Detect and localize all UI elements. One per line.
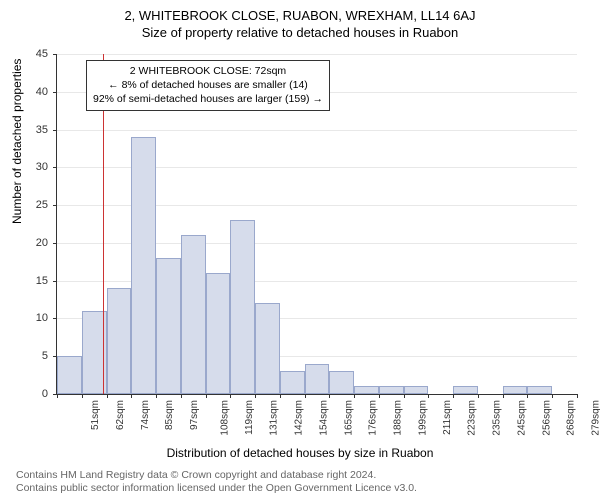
histogram-bar [503, 386, 528, 394]
xtick-label: 235sqm [492, 400, 503, 436]
title-sub: Size of property relative to detached ho… [0, 23, 600, 40]
xtick-mark [552, 394, 553, 398]
annotation-line-2: ← 8% of detached houses are smaller (14) [93, 78, 323, 92]
gridline [57, 130, 577, 131]
xtick-mark [57, 394, 58, 398]
ytick-mark [53, 54, 57, 55]
xtick-mark [354, 394, 355, 398]
histogram-bar [305, 364, 330, 394]
annotation-box: 2 WHITEBROOK CLOSE: 72sqm ← 8% of detach… [86, 60, 330, 111]
xtick-mark [329, 394, 330, 398]
xtick-mark [379, 394, 380, 398]
histogram-bar [255, 303, 280, 394]
xtick-mark [478, 394, 479, 398]
histogram-bar [404, 386, 429, 394]
xtick-mark [156, 394, 157, 398]
xtick-mark [107, 394, 108, 398]
xtick-label: 279sqm [591, 400, 600, 436]
ytick-label: 0 [24, 388, 48, 400]
xtick-mark [82, 394, 83, 398]
histogram-bar [230, 220, 255, 394]
ytick-mark [53, 167, 57, 168]
footer-attribution: Contains HM Land Registry data © Crown c… [16, 469, 417, 496]
xtick-label: 199sqm [417, 400, 428, 436]
footer-line-2: Contains public sector information licen… [16, 482, 417, 496]
xtick-mark [503, 394, 504, 398]
histogram-bar [329, 371, 354, 394]
ytick-label: 45 [24, 48, 48, 60]
histogram-bar [527, 386, 552, 394]
xtick-label: 211sqm [442, 400, 453, 435]
xtick-label: 176sqm [368, 400, 379, 436]
histogram-bar [107, 288, 132, 394]
histogram-bar [206, 273, 231, 394]
annotation-line-1: 2 WHITEBROOK CLOSE: 72sqm [93, 64, 323, 78]
y-axis-label: Number of detached properties [10, 59, 24, 224]
title-main: 2, WHITEBROOK CLOSE, RUABON, WREXHAM, LL… [0, 0, 600, 23]
xtick-label: 256sqm [541, 400, 552, 436]
ytick-mark [53, 130, 57, 131]
chart-area: 2 WHITEBROOK CLOSE: 72sqm ← 8% of detach… [56, 54, 576, 394]
xtick-label: 119sqm [243, 400, 254, 435]
chart-container: 2, WHITEBROOK CLOSE, RUABON, WREXHAM, LL… [0, 0, 600, 500]
gridline [57, 54, 577, 55]
ytick-label: 20 [24, 237, 48, 249]
histogram-bar [131, 137, 156, 394]
ytick-label: 35 [24, 124, 48, 136]
ytick-label: 30 [24, 161, 48, 173]
xtick-mark [305, 394, 306, 398]
xtick-mark [131, 394, 132, 398]
xtick-mark [280, 394, 281, 398]
xtick-label: 85sqm [164, 400, 175, 430]
xtick-mark [453, 394, 454, 398]
histogram-bar [379, 386, 404, 394]
footer-line-1: Contains HM Land Registry data © Crown c… [16, 469, 417, 483]
xtick-label: 108sqm [219, 400, 230, 436]
xtick-mark [527, 394, 528, 398]
xtick-mark [577, 394, 578, 398]
ytick-mark [53, 243, 57, 244]
histogram-bar [453, 386, 478, 394]
xtick-label: 142sqm [294, 400, 305, 436]
ytick-mark [53, 205, 57, 206]
xtick-label: 223sqm [467, 400, 478, 436]
xtick-label: 268sqm [566, 400, 577, 436]
xtick-label: 154sqm [318, 400, 329, 436]
histogram-bar [156, 258, 181, 394]
xtick-label: 165sqm [343, 400, 354, 436]
xtick-mark [181, 394, 182, 398]
xtick-label: 62sqm [115, 400, 126, 430]
histogram-bar [57, 356, 82, 394]
xtick-label: 74sqm [140, 400, 151, 430]
xtick-mark [428, 394, 429, 398]
xtick-label: 97sqm [189, 400, 200, 430]
xtick-mark [404, 394, 405, 398]
xtick-label: 245sqm [517, 400, 528, 436]
ytick-mark [53, 281, 57, 282]
xtick-label: 51sqm [90, 400, 101, 430]
x-axis-label: Distribution of detached houses by size … [0, 446, 600, 460]
ytick-mark [53, 92, 57, 93]
xtick-label: 188sqm [393, 400, 404, 436]
ytick-label: 40 [24, 86, 48, 98]
ytick-mark [53, 318, 57, 319]
histogram-bar [354, 386, 379, 394]
ytick-label: 15 [24, 275, 48, 287]
ytick-label: 5 [24, 350, 48, 362]
xtick-label: 131sqm [269, 400, 280, 436]
histogram-bar [280, 371, 305, 394]
xtick-mark [230, 394, 231, 398]
histogram-bar [181, 235, 206, 394]
ytick-label: 25 [24, 199, 48, 211]
ytick-label: 10 [24, 312, 48, 324]
xtick-mark [255, 394, 256, 398]
annotation-line-3: 92% of semi-detached houses are larger (… [93, 92, 323, 106]
xtick-mark [206, 394, 207, 398]
